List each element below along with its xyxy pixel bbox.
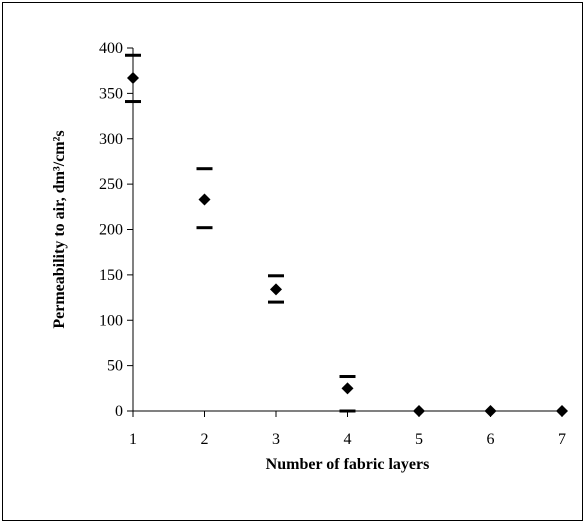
chart-frame — [2, 2, 583, 521]
data-point — [127, 71, 139, 84]
y-axis-title: Permeability to air, dm³/cm²s — [51, 130, 68, 328]
axes — [132, 48, 562, 412]
error-cap-upper — [125, 53, 141, 57]
error-cap-upper — [339, 375, 356, 379]
data-point — [270, 283, 282, 296]
y-tick-label: 400 — [99, 40, 123, 57]
error-cap-upper — [268, 274, 284, 278]
y-ticks: 0 50 100 150 200 250 300 350 400 — [99, 40, 133, 420]
x-tick-label: 7 — [558, 431, 566, 448]
data-point — [484, 405, 497, 417]
x-tick-label: 2 — [201, 431, 209, 448]
data-point — [413, 405, 425, 417]
y-tick-label: 250 — [99, 176, 123, 193]
data-points — [127, 71, 568, 417]
x-tick-label: 6 — [487, 431, 495, 448]
y-tick-label: 150 — [99, 267, 123, 284]
error-cap-lower — [125, 100, 141, 104]
x-tick-label: 5 — [415, 431, 423, 448]
x-tick-label: 4 — [344, 431, 352, 448]
y-tick-label: 300 — [99, 131, 123, 148]
error-bars — [125, 53, 356, 413]
y-tick-label: 100 — [99, 312, 123, 329]
y-tick-label: 0 — [115, 403, 123, 420]
error-cap-lower — [339, 409, 356, 413]
x-ticks: 1 2 3 4 5 6 7 — [129, 411, 566, 448]
error-cap-lower — [196, 226, 213, 230]
x-tick-label: 3 — [272, 431, 280, 448]
y-tick-label: 50 — [107, 358, 123, 375]
y-tick-label: 200 — [99, 222, 123, 239]
error-cap-lower — [268, 300, 284, 304]
data-point — [341, 382, 354, 395]
error-cap-upper — [196, 167, 213, 171]
x-axis-title: Number of fabric layers — [266, 456, 430, 473]
data-point — [198, 193, 211, 206]
x-tick-label: 1 — [129, 431, 137, 448]
data-point — [556, 405, 568, 417]
y-tick-label: 350 — [99, 85, 123, 102]
